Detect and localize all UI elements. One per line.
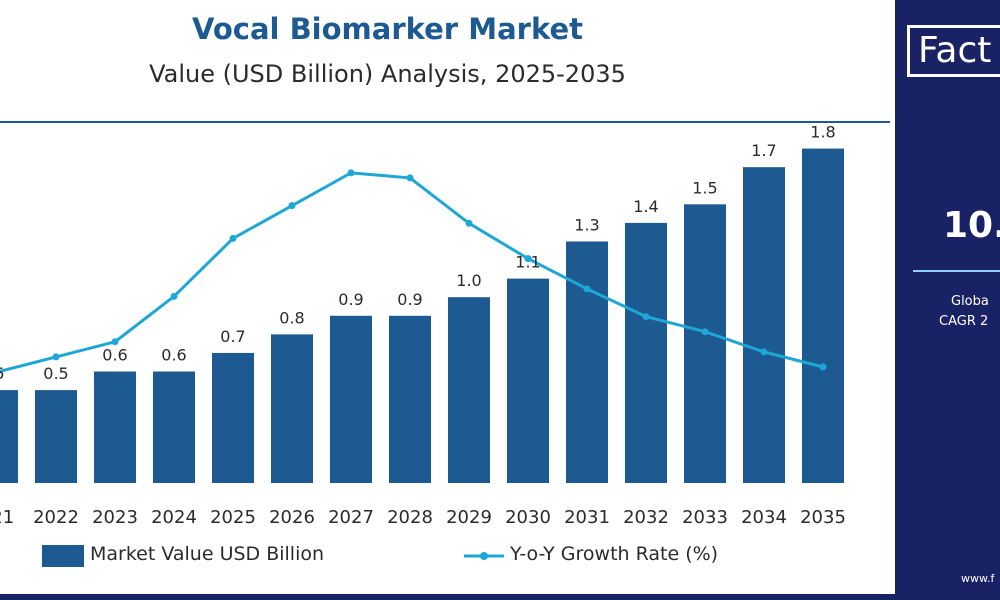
panel-divider [913, 270, 1000, 272]
x-tick-labels: 021 2022 2023 2024 2025 2026 2027 2028 2029 2030 2… [0, 507, 846, 528]
bar-2035 [802, 148, 844, 483]
bar-2030 [507, 278, 549, 483]
bar-label-2027: 0.9 [338, 290, 363, 309]
bar-label-2022: 0.5 [43, 364, 68, 383]
legend-line-label: Y-o-Y Growth Rate (%) [510, 543, 719, 565]
growth-point-2029 [465, 219, 473, 227]
growth-line-layer [0, 169, 827, 374]
growth-point-2032 [642, 313, 650, 321]
bar-label-2023: 0.6 [102, 346, 127, 365]
bar-label-2025: 0.7 [220, 327, 245, 346]
bar-2027 [330, 315, 372, 483]
bar-2024 [153, 371, 195, 483]
bar-label-2029: 1.0 [456, 271, 481, 290]
x-tick-2032: 2032 [623, 507, 669, 528]
bar-2022 [35, 390, 77, 483]
x-tick-2025: 2025 [210, 507, 256, 528]
bar-label-2032: 1.4 [633, 197, 658, 216]
cagr-label-line2: CAGR 2 [939, 314, 989, 329]
x-tick-2031: 2031 [564, 507, 610, 528]
cagr-value: 10. [943, 205, 1000, 246]
growth-point-2024 [170, 292, 178, 300]
bar-2028 [389, 315, 431, 483]
bar-label-2033: 1.5 [692, 178, 717, 197]
bar-label-2031: 1.3 [574, 215, 599, 234]
legend-bar-label: Market Value USD Billion [90, 543, 325, 565]
bar-2023 [94, 371, 136, 483]
legend-bar-swatch [42, 545, 84, 567]
x-tick-2034: 2034 [741, 507, 787, 528]
chart-subtitle: Value (USD Billion) Analysis, 2025-2035 [149, 60, 626, 88]
legend-line-swatch [464, 552, 504, 560]
chart-title: Vocal Biomarker Market [192, 12, 583, 46]
x-tick-2026: 2026 [269, 507, 315, 528]
cagr-label-line1: Globa [951, 294, 989, 309]
bar-label-2035: 1.8 [810, 123, 835, 142]
x-tick-2022: 2022 [33, 507, 79, 528]
growth-point-2035 [819, 363, 827, 371]
x-tick-2024: 2024 [151, 507, 197, 528]
bar-2025 [212, 352, 254, 483]
growth-point-2021 [0, 370, 1, 374]
bar-label-2034: 1.7 [751, 141, 776, 160]
x-tick-2029: 2029 [446, 507, 492, 528]
brand-logo-text: Fact [918, 30, 992, 71]
growth-point-2027 [347, 169, 355, 177]
x-tick-2027: 2027 [328, 507, 374, 528]
bar-label-2021: .5 [0, 364, 5, 383]
x-tick-2030: 2030 [505, 507, 551, 528]
chart-plot: .5 0.5 0.6 0.6 0.7 0.8 0.9 0.9 1.0 1.1 1.3 1.4 1.5 1.… [0, 123, 846, 528]
growth-point-2033 [701, 328, 709, 336]
bar-2021 [0, 390, 18, 483]
side-panel: Fact 10. Globa CAGR 2 www.f [895, 0, 1000, 600]
site-url-text: www.f [961, 572, 995, 585]
x-tick-2021: 021 [0, 507, 14, 528]
growth-point-2030 [524, 255, 532, 263]
growth-point-2031 [583, 285, 591, 293]
labels-layer: .5 0.5 0.6 0.6 0.7 0.8 0.9 0.9 1.0 1.1 1.3 1.4 1.5 1.… [0, 123, 836, 384]
bar-label-2030: 1.1 [515, 253, 540, 272]
x-tick-2035: 2035 [800, 507, 846, 528]
bar-2026 [271, 334, 313, 483]
bar-label-2026: 0.8 [279, 308, 304, 327]
growth-point-2028 [406, 174, 414, 182]
growth-point-2023 [111, 338, 119, 346]
bottom-rule [0, 594, 895, 600]
bar-2034 [743, 167, 785, 483]
bar-2029 [448, 297, 490, 483]
x-tick-2023: 2023 [92, 507, 138, 528]
bars-layer [0, 148, 844, 484]
growth-point-2034 [760, 348, 768, 356]
bar-label-2024: 0.6 [161, 346, 186, 365]
bar-label-2028: 0.9 [397, 290, 422, 309]
brand-logo-box: Fact [907, 25, 1000, 77]
bar-2032 [625, 222, 667, 484]
growth-point-2025 [229, 234, 237, 242]
title-divider [0, 121, 890, 123]
growth-point-2026 [288, 202, 296, 210]
x-tick-2028: 2028 [387, 507, 433, 528]
growth-point-2022 [52, 353, 60, 361]
x-tick-2033: 2033 [682, 507, 728, 528]
bar-2033 [684, 204, 726, 483]
bar-2031 [566, 241, 608, 483]
